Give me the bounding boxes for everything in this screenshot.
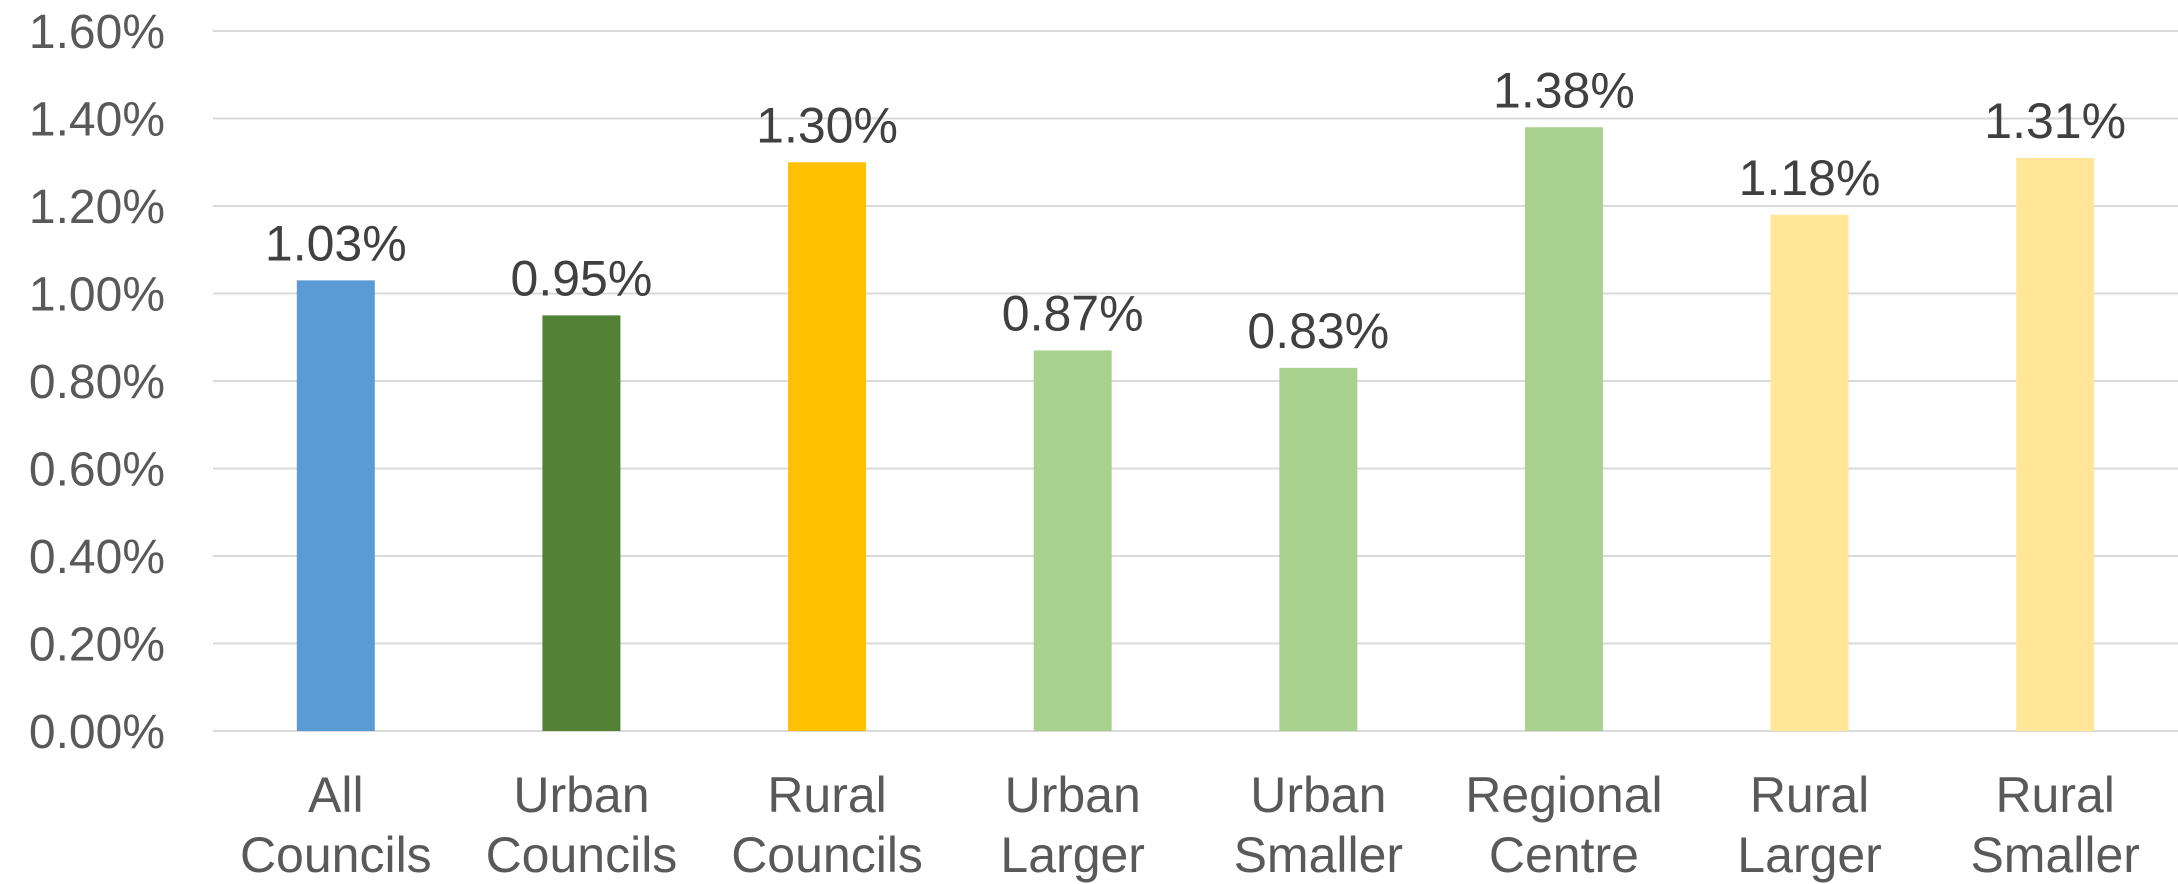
- y-tick-label: 1.20%: [29, 181, 165, 234]
- x-tick-label-line: Smaller: [1970, 827, 2139, 883]
- x-tick-label: All Councils: [240, 767, 432, 883]
- data-label: 1.38%: [1493, 62, 1635, 118]
- bar: [1770, 214, 1849, 731]
- data-label: 1.30%: [756, 97, 898, 153]
- x-tick-label-line: Rural: [1995, 767, 2114, 823]
- data-label: 1.03%: [265, 215, 407, 271]
- x-tick-label: Rural Smaller: [1970, 767, 2139, 883]
- y-tick-label: 1.40%: [29, 94, 165, 147]
- x-tick-label-line: Larger: [1000, 827, 1145, 883]
- x-tick-label-line: Rural: [1750, 767, 1869, 823]
- bars: [296, 127, 2095, 731]
- x-tick-label-line: Councils: [240, 827, 432, 883]
- x-tick-label: Regional Centre: [1465, 767, 1662, 883]
- bar: [788, 162, 867, 731]
- y-tick-label: 0.40%: [29, 531, 165, 584]
- data-label: 0.87%: [1002, 285, 1144, 341]
- x-tick-label: Rural Councils: [731, 767, 923, 883]
- x-tick-label-line: Urban: [1005, 767, 1141, 823]
- x-tick-label-line: Urban: [1250, 767, 1386, 823]
- data-labels: 1.03% 0.95% 1.30% 0.87% 0.83% 1.38% 1.18% 1.31%: [265, 62, 2126, 359]
- x-tick-label-line: Larger: [1737, 827, 1882, 883]
- y-axis-tick-labels: 0.00% 0.20% 0.40% 0.60% 0.80% 1.00% 1.20% 1.40%…: [29, 6, 165, 759]
- data-label: 0.83%: [1247, 303, 1389, 359]
- x-tick-label: Urban Smaller: [1234, 767, 1403, 883]
- y-tick-label: 1.00%: [29, 269, 165, 322]
- bar: [542, 315, 621, 731]
- bar: [1524, 127, 1603, 731]
- data-label: 1.18%: [1739, 150, 1881, 206]
- x-tick-label: Urban Councils: [486, 767, 678, 883]
- bar: [1279, 367, 1358, 731]
- bar: [296, 280, 375, 731]
- x-tick-label-line: Councils: [486, 827, 678, 883]
- gridlines: [213, 30, 2178, 732]
- x-tick-label-line: Regional: [1465, 767, 1662, 823]
- y-tick-label: 0.80%: [29, 356, 165, 409]
- bar: [1033, 350, 1112, 731]
- x-tick-label: Urban Larger: [1000, 767, 1145, 883]
- x-tick-label-line: Smaller: [1234, 827, 1403, 883]
- y-tick-label: 0.20%: [29, 619, 165, 672]
- x-tick-label: Rural Larger: [1737, 767, 1882, 883]
- data-label: 0.95%: [511, 250, 653, 306]
- y-tick-label: 0.00%: [29, 706, 165, 759]
- bar: [2016, 157, 2095, 731]
- data-label: 1.31%: [1984, 93, 2126, 149]
- y-tick-label: 1.60%: [29, 6, 165, 59]
- x-tick-label-line: All: [308, 767, 364, 823]
- x-tick-label-line: Centre: [1489, 827, 1639, 883]
- y-tick-label: 0.60%: [29, 444, 165, 497]
- x-tick-label-line: Rural: [767, 767, 886, 823]
- x-tick-label-line: Urban: [513, 767, 649, 823]
- x-tick-label-line: Councils: [731, 827, 923, 883]
